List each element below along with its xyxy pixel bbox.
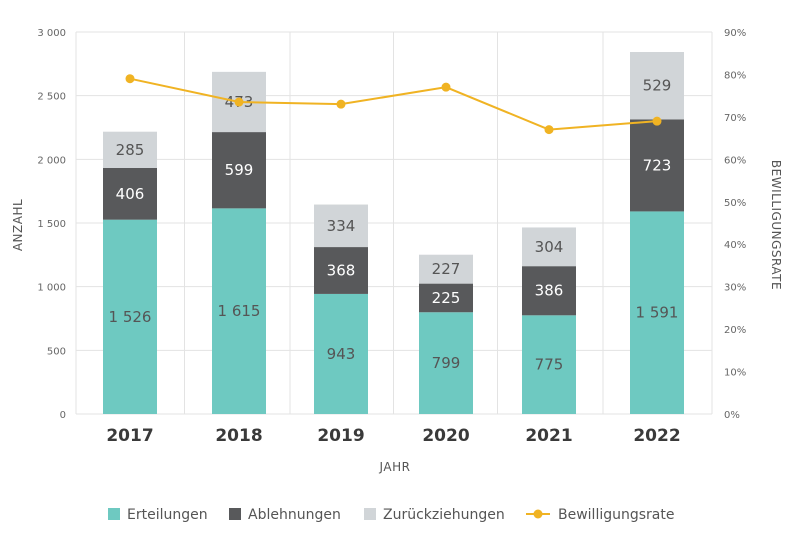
- bar-segment: [630, 51, 684, 120]
- bar-segment: [103, 131, 157, 168]
- legend-label: Zurückziehungen: [383, 507, 505, 523]
- rate-point: [336, 99, 346, 109]
- y-tick-label: 1 000: [37, 283, 66, 294]
- data-label: 529: [643, 77, 672, 95]
- x-tick-label: 2019: [317, 426, 364, 446]
- legend-label: Erteilungen: [127, 507, 208, 523]
- x-tick-label: 2017: [106, 426, 153, 446]
- data-label: 1 591: [636, 304, 679, 322]
- legend: Erteilungen Ablehnungen Zurückziehungen Bew…: [108, 507, 674, 523]
- y2-tick-label: 50%: [724, 198, 746, 209]
- y2-tick-label: 60%: [724, 155, 746, 166]
- bar-segment: [314, 247, 368, 294]
- bar-segment: [522, 315, 576, 414]
- rate-point: [544, 125, 554, 135]
- rate-point: [441, 82, 451, 92]
- legend-label: Ablehnungen: [248, 507, 341, 523]
- data-label: 799: [432, 354, 461, 372]
- bar-segment: [630, 211, 684, 414]
- bar-segment: [522, 266, 576, 316]
- legend-swatch: [108, 508, 120, 520]
- data-label: 227: [432, 260, 461, 278]
- data-label: 285: [116, 141, 145, 159]
- data-label: 599: [225, 161, 254, 179]
- legend-swatch: [229, 508, 241, 520]
- y2-tick-label: 10%: [724, 368, 746, 379]
- y2-tick-label: 90%: [724, 28, 746, 39]
- data-label: 406: [116, 185, 145, 203]
- bar-segment: [314, 204, 368, 248]
- bar-segment: [314, 293, 368, 414]
- y-tick-label: 2 000: [37, 155, 66, 166]
- y-axis-title: ANZAHL: [11, 199, 25, 251]
- y2-tick-label: 30%: [724, 283, 746, 294]
- rate-line-path: [129, 77, 658, 131]
- x-tick-label: 2018: [215, 426, 262, 446]
- data-label: 304: [535, 238, 564, 256]
- data-label: 386: [535, 282, 564, 300]
- y2-axis-title: BEWILLIGUNGSRATE: [769, 160, 783, 290]
- legend-label: Bewilligungsrate: [558, 507, 674, 523]
- data-label: 943: [327, 345, 356, 363]
- bar-segment: [419, 254, 473, 284]
- y-tick-label: 1 500: [37, 219, 66, 230]
- bar-segment: [212, 132, 266, 209]
- x-axis-title: JAHR: [379, 460, 411, 474]
- y2-tick-label: 80%: [724, 70, 746, 81]
- bar-segment: [630, 119, 684, 212]
- y-tick-label: 2 500: [37, 92, 66, 103]
- bar-segment: [103, 167, 157, 220]
- x-tick-label: 2022: [633, 426, 680, 446]
- data-label: 775: [535, 356, 564, 374]
- data-label: 368: [327, 261, 356, 279]
- y-tick-label: 0: [60, 410, 66, 421]
- legend-marker: [533, 509, 543, 519]
- legend-swatch: [364, 508, 376, 520]
- data-label: 1 615: [218, 302, 261, 320]
- rate-point: [234, 97, 244, 107]
- rate-line: [125, 74, 662, 135]
- bar-segment: [419, 283, 473, 313]
- grid-lines: [75, 31, 713, 415]
- y-tick-label: 3 000: [37, 28, 66, 39]
- data-label: 334: [327, 217, 356, 235]
- bar-segment: [103, 219, 157, 414]
- rate-point: [125, 74, 135, 84]
- bar-segment: [522, 227, 576, 267]
- y2-tick-label: 0%: [724, 410, 740, 421]
- x-tick-label: 2020: [422, 426, 469, 446]
- y2-tick-label: 20%: [724, 325, 746, 336]
- rate-point: [652, 116, 662, 126]
- bar-segment: [212, 208, 266, 414]
- data-label: 225: [432, 289, 461, 307]
- bar-segment: [419, 312, 473, 414]
- y2-tick-label: 40%: [724, 240, 746, 251]
- y-tick-label: 500: [47, 346, 66, 357]
- axes: 0 500 1 000 1 500 2 000 2 500 3 000 0% 10% 20% 30%…: [37, 28, 746, 446]
- x-tick-label: 2021: [525, 426, 572, 446]
- data-label: 723: [643, 156, 672, 174]
- data-label: 1 526: [109, 308, 152, 326]
- bars: [103, 51, 684, 414]
- y2-tick-label: 70%: [724, 113, 746, 124]
